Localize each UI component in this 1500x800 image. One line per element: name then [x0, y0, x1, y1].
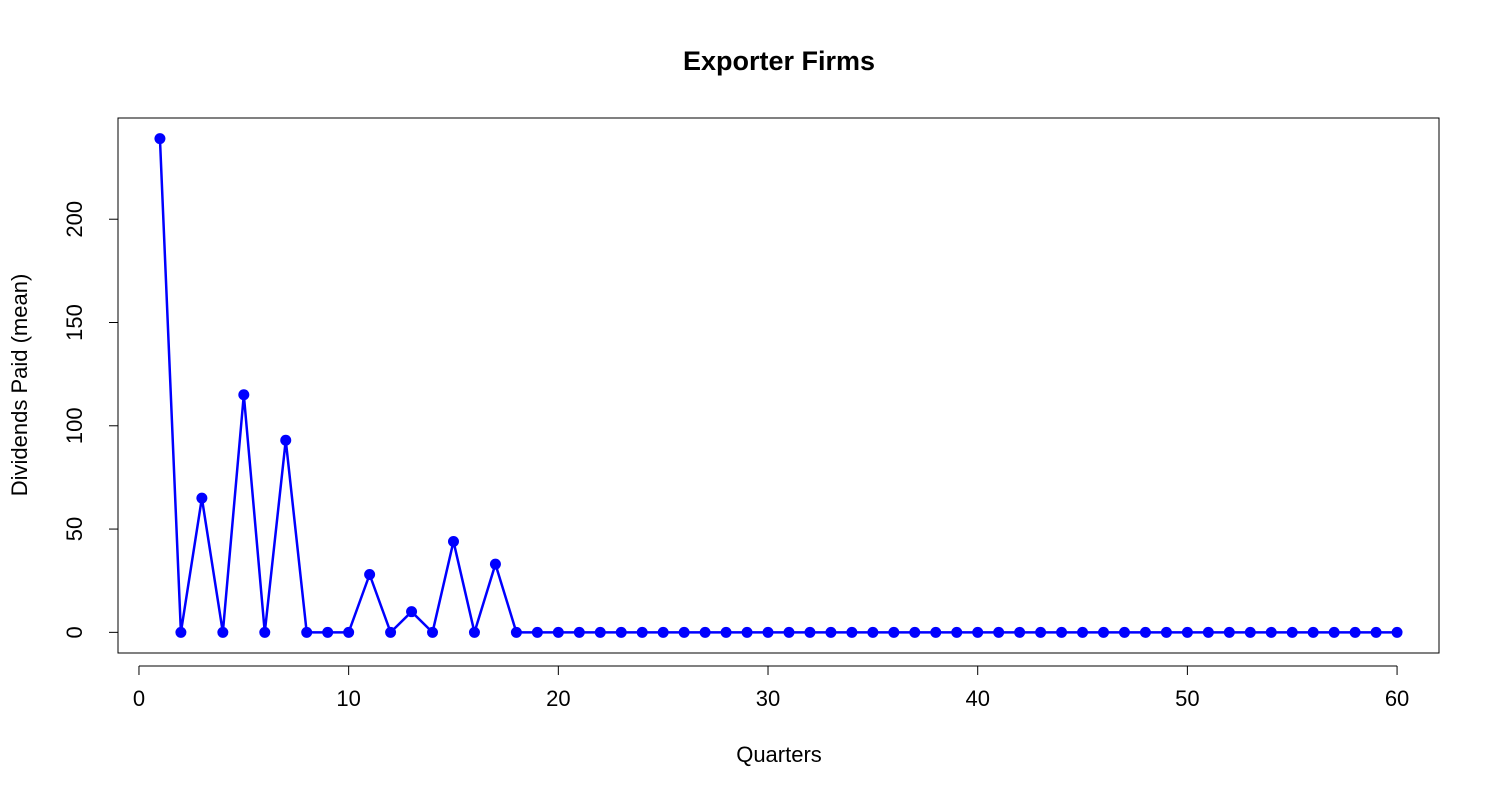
data-point: [1223, 626, 1235, 638]
data-point: [1077, 626, 1089, 638]
data-point: [280, 434, 292, 446]
data-point: [1139, 626, 1151, 638]
data-point: [1370, 626, 1382, 638]
data-point: [1286, 626, 1298, 638]
data-point: [510, 626, 522, 638]
y-tick-label: 200: [62, 201, 87, 238]
data-point: [930, 626, 942, 638]
data-point: [573, 626, 585, 638]
data-point: [1014, 626, 1026, 638]
data-point: [804, 626, 816, 638]
data-point: [531, 626, 543, 638]
data-point: [699, 626, 711, 638]
data-point: [1265, 626, 1277, 638]
y-tick-label: 0: [62, 626, 87, 638]
data-point: [343, 626, 355, 638]
data-point: [1349, 626, 1361, 638]
data-point: [447, 535, 459, 547]
x-axis: 0 10 20 30 40 50 60: [133, 665, 1409, 711]
data-point: [154, 133, 166, 145]
data-point: [594, 626, 606, 638]
data-point: [636, 626, 648, 638]
data-point: [406, 606, 418, 618]
data-point: [909, 626, 921, 638]
data-point: [678, 626, 690, 638]
data-point: [741, 626, 753, 638]
data-point: [720, 626, 732, 638]
series-line: [158, 138, 1398, 634]
y-tick-label: 50: [62, 517, 87, 541]
data-point: [196, 492, 208, 504]
data-point: [1035, 626, 1047, 638]
data-point: [993, 626, 1005, 638]
data-point: [322, 626, 334, 638]
x-tick-label: 30: [756, 686, 780, 711]
data-point: [846, 626, 858, 638]
data-point: [364, 569, 376, 581]
data-point: [615, 626, 627, 638]
data-point: [1098, 626, 1110, 638]
x-tick-label: 10: [336, 686, 360, 711]
data-point: [175, 626, 187, 638]
y-axis-label: Dividends Paid (mean): [7, 274, 32, 497]
data-point: [552, 626, 564, 638]
data-point: [238, 389, 250, 401]
data-point: [951, 626, 963, 638]
data-point: [217, 626, 229, 638]
data-point: [1391, 626, 1403, 638]
plot-frame: [117, 117, 1440, 654]
data-point: [825, 626, 837, 638]
chart-title: Exporter Firms: [683, 46, 875, 76]
data-point: [1181, 626, 1193, 638]
x-axis-label: Quarters: [736, 742, 822, 767]
data-point: [427, 626, 439, 638]
data-point: [1118, 626, 1130, 638]
x-tick-label: 0: [133, 686, 145, 711]
series-dividends: [154, 133, 1403, 638]
data-point: [1244, 626, 1256, 638]
data-point: [762, 626, 774, 638]
data-point: [972, 626, 984, 638]
data-point: [259, 626, 271, 638]
data-point: [301, 626, 313, 638]
y-tick-label: 100: [62, 407, 87, 444]
data-point: [1056, 626, 1068, 638]
data-point: [783, 626, 795, 638]
data-point: [1328, 626, 1340, 638]
x-tick-label: 20: [546, 686, 570, 711]
x-tick-label: 50: [1175, 686, 1199, 711]
x-tick-label: 40: [965, 686, 989, 711]
data-point: [888, 626, 900, 638]
data-point: [1307, 626, 1319, 638]
data-point: [657, 626, 669, 638]
data-point: [385, 626, 397, 638]
data-point: [867, 626, 879, 638]
x-tick-label: 60: [1385, 686, 1409, 711]
y-axis: 0 50 100 150 200: [62, 201, 119, 638]
data-point: [1160, 626, 1172, 638]
y-tick-label: 150: [62, 304, 87, 341]
data-point: [489, 558, 501, 570]
data-point: [468, 626, 480, 638]
data-point: [1202, 626, 1214, 638]
